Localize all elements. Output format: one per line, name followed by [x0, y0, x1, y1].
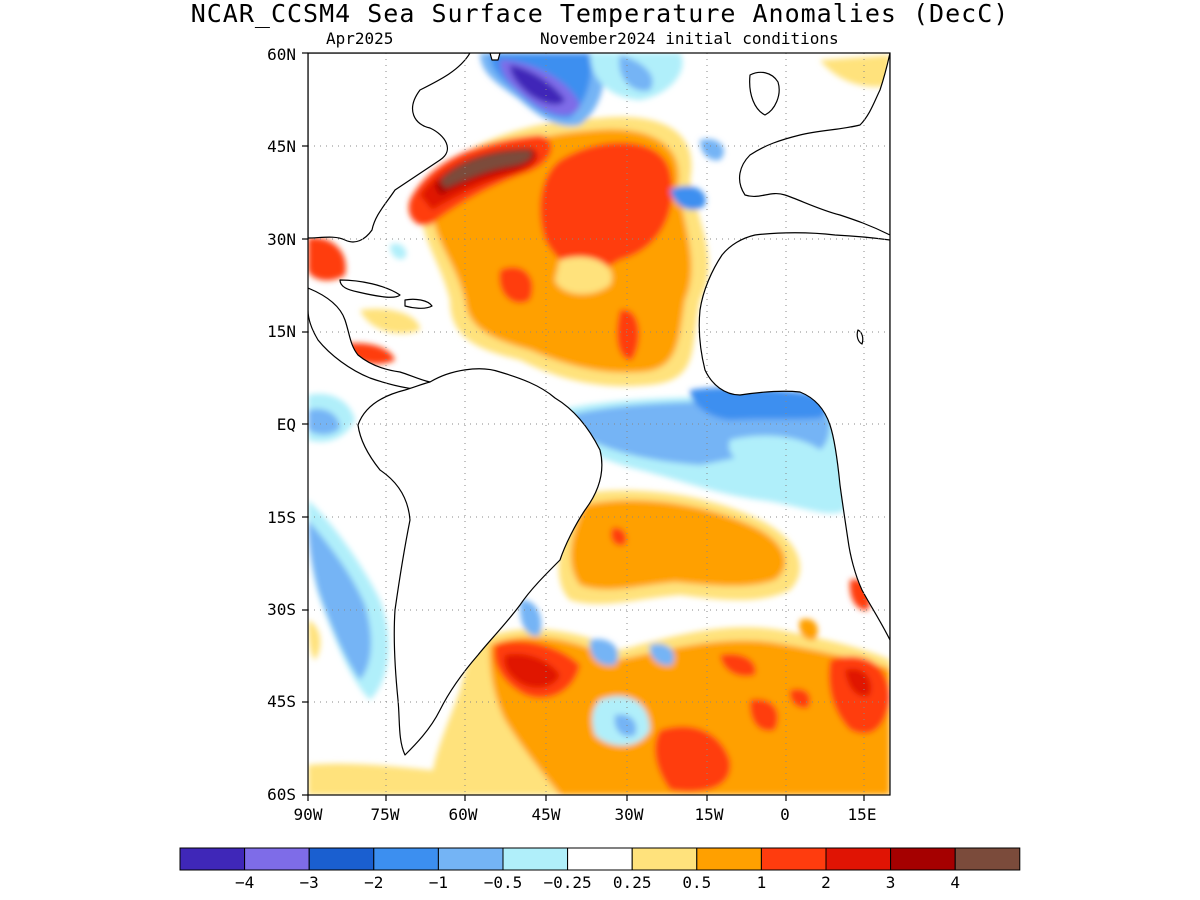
- south-america-landmass: [357, 368, 603, 756]
- colorbar-swatch: [954, 847, 1021, 871]
- cuba-island: [339, 279, 401, 298]
- colorbar-swatch: [890, 847, 956, 871]
- colorbar-label: −3: [299, 873, 319, 892]
- lon-label-45w: 45W: [531, 805, 561, 824]
- lon-label-15e: 15E: [847, 805, 877, 824]
- colorbar-swatch: [825, 847, 892, 871]
- continents: [308, 53, 890, 756]
- lon-label-30w: 30W: [614, 805, 644, 824]
- lon-label-60w: 60W: [448, 805, 478, 824]
- colorbar-label: −4: [234, 873, 255, 892]
- lat-label-60n: 60N: [267, 45, 296, 64]
- colorbar-swatch: [696, 847, 762, 871]
- colorbar: [179, 847, 1021, 871]
- lat-label-45n: 45N: [267, 137, 296, 156]
- europe-landmass: [738, 53, 890, 236]
- lon-label-0: 0: [780, 805, 790, 824]
- colorbar-swatch: [567, 847, 633, 871]
- axis-ticks: [302, 52, 865, 801]
- colorbar-label: 4: [950, 873, 960, 892]
- colorbar-swatch: [502, 847, 569, 871]
- colorbar-swatch: [437, 847, 504, 871]
- lat-label-60s: 60S: [267, 785, 296, 804]
- lat-label-eq: EQ: [276, 415, 296, 434]
- colorbar-label: −0.25: [543, 873, 592, 892]
- colorbar-label: 0.25: [612, 873, 652, 892]
- colorbar-label: −1: [428, 873, 449, 892]
- british-isles: [749, 71, 780, 116]
- colorbar-label: 0.5: [682, 873, 712, 892]
- hispaniola-island: [404, 298, 433, 309]
- north-america-landmass: [308, 53, 471, 243]
- lat-label-15n: 15N: [267, 322, 296, 341]
- colorbar-label: −2: [364, 873, 384, 892]
- forecast-month: Apr2025: [326, 29, 394, 48]
- graticule: [308, 53, 890, 795]
- colorbar-swatch: [760, 847, 827, 871]
- central-america-landmass: [308, 287, 431, 391]
- colorbar-swatch: [244, 847, 310, 871]
- colorbar-swatch: [631, 847, 698, 871]
- colorbar-label: 1: [756, 873, 767, 892]
- lon-label-90w: 90W: [293, 805, 323, 824]
- colorbar-label: 3: [885, 873, 896, 892]
- map-title: NCAR_CCSM4 Sea Surface Temperature Anoma…: [190, 0, 1010, 28]
- greenland-tip: [489, 53, 501, 61]
- lat-label-30s: 30S: [267, 600, 296, 619]
- lat-label-15s: 15S: [267, 508, 296, 527]
- lon-label-75w: 75W: [370, 805, 400, 824]
- colorbar-swatch: [373, 847, 439, 871]
- colorbar-swatch: [179, 847, 246, 871]
- colorbar-swatch: [308, 847, 375, 871]
- lat-label-30n: 30N: [267, 230, 296, 249]
- colorbar-label: −0.5: [483, 873, 523, 892]
- colorbar-label: 2: [821, 873, 831, 892]
- initial-conditions-label: November2024 initial conditions: [540, 29, 839, 48]
- lon-label-15w: 15W: [694, 805, 724, 824]
- lat-label-45s: 45S: [267, 692, 296, 711]
- africa-landmass: [698, 232, 890, 641]
- madagascar-edge: [856, 329, 864, 345]
